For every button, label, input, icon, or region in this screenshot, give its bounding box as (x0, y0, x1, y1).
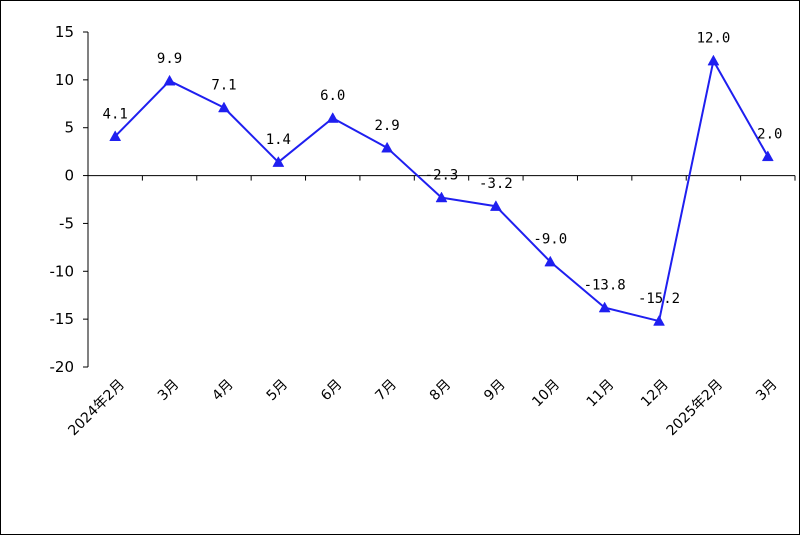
data-point (109, 130, 122, 141)
y-tick-label: 15 (55, 23, 74, 41)
x-tick-label: 8月 (427, 377, 455, 405)
data-label: 7.1 (211, 78, 236, 94)
y-tick-label: 5 (64, 119, 74, 137)
data-point (489, 200, 502, 211)
data-label: -13.8 (584, 278, 626, 294)
data-label: 1.4 (266, 132, 291, 148)
data-point (544, 255, 557, 267)
data-label: -2.3 (425, 168, 459, 184)
y-tick-label: -5 (59, 214, 74, 232)
data-point (381, 141, 394, 153)
data-point (163, 74, 176, 86)
data-point (707, 54, 720, 66)
axes (87, 32, 795, 367)
y-tick-label: -15 (50, 310, 75, 328)
x-tick-label: 7月 (372, 377, 400, 405)
data-point (272, 156, 285, 167)
x-tick-label: 5月 (264, 377, 292, 405)
data-label: 2.9 (374, 118, 399, 134)
data-label: 4.1 (103, 106, 128, 122)
data-label: 2.0 (757, 126, 782, 142)
data-label: 12.0 (697, 31, 731, 47)
x-tick-label: 12月 (638, 377, 672, 411)
y-tick-label: 10 (55, 71, 74, 89)
data-label: -3.2 (479, 176, 513, 192)
x-tick-label: 2024年2月 (65, 377, 128, 440)
series-line (114, 59, 769, 323)
data-labels: 4.1 9.9 7.1 1.4 6.0 2.9 -2.3 -3.2 -9.0 -13.8 -15.2… (103, 31, 783, 307)
data-label: -9.0 (533, 232, 567, 248)
x-tick-label: 4月 (209, 377, 237, 405)
data-label: -15.2 (638, 291, 680, 307)
data-point (598, 301, 611, 313)
data-point (653, 315, 665, 326)
data-point (326, 112, 339, 123)
x-tick-label: 6月 (318, 377, 346, 405)
data-point (435, 191, 448, 203)
x-tick-label: 2025年2月 (664, 377, 727, 440)
data-point (218, 101, 230, 113)
data-point (761, 150, 774, 162)
series (109, 54, 774, 326)
y-tick-label: -10 (50, 262, 75, 280)
x-tick-label: 9月 (481, 377, 509, 405)
y-tick-label: 0 (64, 167, 74, 185)
x-tick-label: 3月 (155, 377, 183, 405)
data-label: 9.9 (157, 51, 182, 67)
y-tick-label: -20 (50, 358, 75, 376)
data-label: 6.0 (320, 88, 345, 104)
x-tick-label: 10月 (529, 377, 563, 411)
y-axis-ticks: 15 10 5 0 -5 -10 -15 -20 (50, 23, 88, 376)
x-tick-label: 11月 (584, 377, 618, 411)
x-tick-label: 3月 (753, 377, 781, 405)
